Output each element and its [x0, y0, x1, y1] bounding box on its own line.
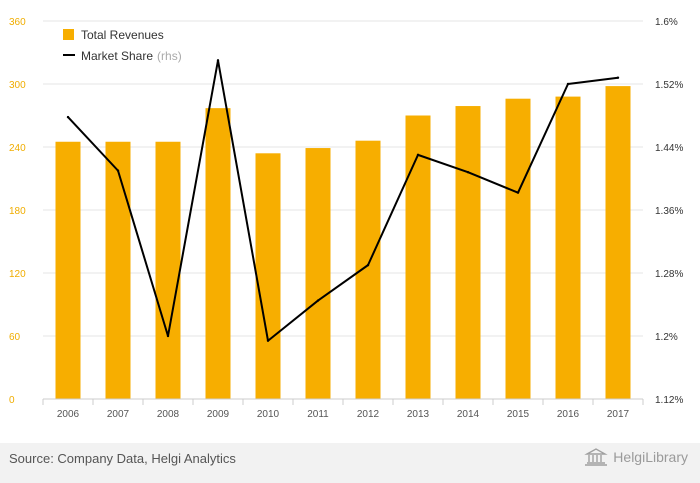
x-axis: 2006 2007 2008 2009 2010 2011 2012 2013 2014 2015… [42, 398, 644, 420]
x-tick-label: 2008 [157, 409, 180, 420]
revenue-bar [155, 141, 181, 399]
library-building-icon [584, 448, 608, 466]
revenue-bar [105, 141, 131, 399]
revenue-bar [55, 141, 81, 399]
left-tick-label: 60 [9, 332, 21, 343]
market-share-line-layer [66, 59, 620, 342]
left-tick-label: 300 [9, 80, 26, 91]
market-share-point [166, 334, 170, 338]
legend-bar-swatch [63, 29, 74, 40]
revenue-bar [205, 108, 231, 400]
revenue-bar [355, 140, 381, 399]
market-share-point [216, 59, 220, 62]
revenue-bar [555, 96, 581, 399]
right-tick-label: 1.44% [655, 143, 683, 154]
right-tick-label: 1.12% [655, 395, 683, 406]
revenue-bar [505, 98, 531, 399]
right-tick-label: 1.36% [655, 206, 683, 217]
market-share-point [466, 171, 470, 174]
logo-text: HelgiLibrary [613, 449, 688, 465]
market-share-point [266, 339, 270, 342]
left-tick-label: 120 [9, 269, 26, 280]
legend-market-share-name: Market Share [81, 49, 153, 63]
revenue-bar [455, 106, 481, 400]
x-tick-label: 2013 [407, 409, 430, 420]
x-tick-label: 2014 [457, 409, 480, 420]
gridlines [43, 20, 643, 400]
right-tick-label: 1.6% [655, 17, 678, 28]
x-tick-label: 2007 [107, 409, 130, 420]
legend: Total Revenues Market Share (rhs) [63, 28, 182, 63]
legend-label-total-revenues: Total Revenues [81, 28, 164, 42]
market-share-point [616, 76, 620, 79]
right-tick-label: 1.2% [655, 332, 678, 343]
market-share-point [66, 115, 70, 119]
right-tick-label: 1.28% [655, 269, 683, 280]
source-note: Source: Company Data, Helgi Analytics [9, 451, 236, 466]
market-share-point [116, 169, 120, 172]
right-tick-label: 1.52% [655, 80, 683, 91]
x-tick-label: 2009 [207, 409, 230, 420]
left-axis: 0 60 120 180 240 300 360 [9, 17, 26, 406]
left-tick-label: 0 [9, 395, 15, 406]
market-share-point [566, 82, 570, 86]
market-share-point [416, 153, 420, 157]
x-tick-label: 2015 [507, 409, 530, 420]
market-share-point [316, 299, 320, 302]
legend-label-market-share: Market Share (rhs) [81, 49, 182, 63]
x-tick-label: 2010 [257, 409, 280, 420]
market-share-point [366, 263, 370, 267]
left-tick-label: 180 [9, 206, 26, 217]
x-tick-label: 2011 [307, 409, 329, 420]
footer-band [0, 443, 700, 483]
market-share-line [67, 59, 619, 342]
x-tick-label: 2016 [557, 409, 580, 420]
revenue-bar [255, 153, 281, 399]
revenue-bar [305, 148, 331, 399]
revenue-bar [605, 86, 631, 399]
revenue-bar [405, 115, 431, 399]
right-axis: 1.12% 1.2% 1.28% 1.36% 1.44% 1.52% 1.6% [655, 17, 683, 406]
revenue-bars [55, 86, 631, 400]
x-tick-label: 2017 [607, 409, 630, 420]
helgi-library-logo: HelgiLibrary [583, 447, 688, 467]
left-tick-label: 360 [9, 17, 26, 28]
x-tick-label: 2012 [357, 409, 380, 420]
legend-rhs-note: (rhs) [157, 49, 182, 63]
market-share-point [516, 191, 520, 194]
x-tick-label: 2006 [57, 409, 80, 420]
left-tick-label: 240 [9, 143, 26, 154]
